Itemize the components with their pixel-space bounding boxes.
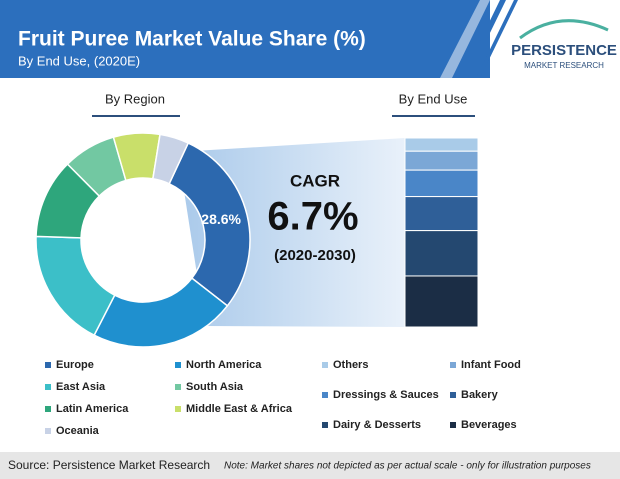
source: Source: Persistence Market Research xyxy=(8,458,210,472)
section-title: By Region xyxy=(105,91,165,106)
legend-swatch xyxy=(45,406,51,412)
cagr-value: 6.7% xyxy=(267,195,358,239)
stripe xyxy=(462,0,506,78)
stack-segment xyxy=(404,230,479,277)
legend-swatch xyxy=(175,406,181,412)
stripe xyxy=(440,0,490,78)
data-label: 28.6% xyxy=(201,211,241,227)
legend-swatch xyxy=(45,362,51,368)
legend-label: Others xyxy=(333,359,368,371)
legend-label: Dressings & Sauces xyxy=(333,389,439,401)
legend-label: North America xyxy=(186,359,262,371)
cagr-title: CAGR xyxy=(290,171,340,190)
legend-label: Europe xyxy=(56,359,94,371)
footer-band xyxy=(0,452,620,479)
legend-swatch xyxy=(175,362,181,368)
legend-swatch xyxy=(45,428,51,434)
legend-swatch xyxy=(450,392,456,398)
note: Note: Market shares not depicted as per … xyxy=(224,461,591,472)
legend-swatch xyxy=(322,392,328,398)
stack-segment xyxy=(404,196,479,232)
legend-label: Dairy & Desserts xyxy=(333,419,421,431)
legend-swatch xyxy=(322,422,328,428)
legend-label: Latin America xyxy=(56,403,129,415)
stack-segment xyxy=(404,150,479,171)
logo-arc xyxy=(519,19,609,40)
subtitle: By End Use, (2020E) xyxy=(18,53,140,68)
title: Fruit Puree Market Value Share (%) xyxy=(18,28,366,51)
legend-label: Bakery xyxy=(461,389,499,401)
section-title: By End Use xyxy=(399,91,468,106)
logo-sub: MARKET RESEARCH xyxy=(524,61,604,70)
cagr-period: (2020-2030) xyxy=(274,247,356,264)
header-band xyxy=(0,0,490,78)
legend-label: South Asia xyxy=(186,381,244,393)
legend-swatch xyxy=(175,384,181,390)
legend-label: Beverages xyxy=(461,419,517,431)
logo-name: PERSISTENCE xyxy=(511,42,617,59)
legend-label: Oceania xyxy=(56,425,100,437)
donut-segment xyxy=(168,142,251,307)
stack-segment xyxy=(404,137,479,152)
legend-label: Middle East & Africa xyxy=(186,403,293,415)
legend-swatch xyxy=(450,422,456,428)
stack-segment xyxy=(404,169,479,198)
donut-segment xyxy=(152,133,190,185)
stack-segment xyxy=(404,275,479,328)
stripe xyxy=(476,0,518,78)
legend-swatch xyxy=(322,362,328,368)
legend-swatch xyxy=(45,384,51,390)
legend-label: Infant Food xyxy=(461,359,521,371)
legend-swatch xyxy=(450,362,456,368)
legend-label: East Asia xyxy=(56,381,106,393)
